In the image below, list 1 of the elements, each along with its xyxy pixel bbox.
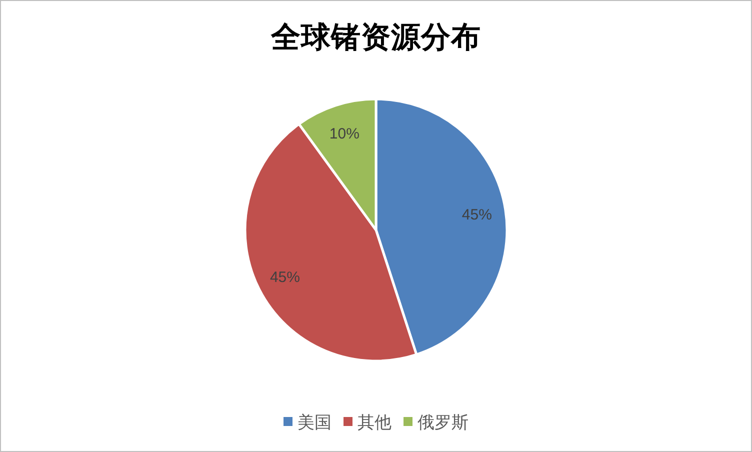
- title: 全球锗资源分布: [271, 21, 481, 54]
